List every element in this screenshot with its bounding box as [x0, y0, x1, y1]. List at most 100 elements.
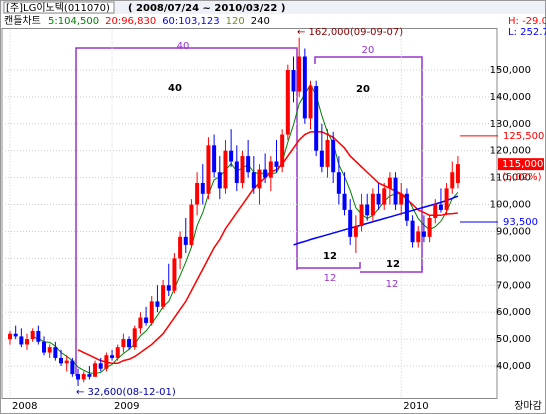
candle-body [365, 204, 370, 216]
candle-body [217, 172, 222, 189]
candle-body [319, 150, 324, 167]
bracket-20 [314, 56, 423, 270]
candle-body [212, 145, 217, 173]
candle-body [115, 347, 120, 358]
candle-body [240, 156, 245, 184]
candle-body [297, 56, 302, 92]
candle-body [30, 331, 35, 340]
candle-body [291, 69, 296, 92]
price-tag: 125,500 [503, 131, 544, 142]
annotation: 40 [177, 41, 190, 52]
candle-body [302, 56, 307, 119]
annotation: 12 [324, 273, 337, 284]
annotation: 20 [362, 45, 375, 56]
candle-body [127, 339, 132, 348]
candle-body [251, 172, 256, 189]
y-tick-label: 70,000 [496, 280, 531, 291]
stat-label: L: 252.76 [508, 27, 546, 38]
candle-body [132, 328, 137, 348]
candle-body [93, 363, 98, 377]
candle-body [87, 374, 92, 377]
stat-label: H: -29.01 [508, 16, 546, 27]
title-box [3, 1, 115, 14]
candle-body [359, 204, 364, 227]
candle-body [200, 183, 205, 194]
annotation: 20 [356, 84, 370, 95]
candle-body [382, 188, 387, 205]
candle-body [280, 134, 285, 167]
bracket-40 [75, 47, 298, 376]
candle-body [370, 193, 375, 216]
candle-body [342, 193, 347, 210]
candle-body [70, 360, 75, 375]
candle-body [433, 204, 438, 218]
legend-entry: 60:103,123 [162, 16, 219, 27]
candle-body [76, 374, 81, 380]
y-tick-label: 110,000 [490, 173, 531, 184]
legend-entry: 5:104,500 [48, 16, 99, 27]
candle-body [331, 139, 336, 173]
annotation: ← 32,600(08-12-01) [76, 387, 176, 398]
candle-body [59, 357, 64, 364]
candle-body [393, 177, 398, 205]
candle-body [53, 347, 58, 358]
candle-body [138, 317, 143, 329]
candle-body [98, 363, 103, 369]
candle-body [144, 317, 149, 323]
legend-entry: 120 [226, 16, 245, 27]
candle-body [8, 333, 12, 340]
candle-body [455, 164, 460, 184]
candle-body [104, 355, 109, 369]
candle-body [149, 301, 154, 323]
y-tick-label: 80,000 [496, 253, 531, 264]
annotation: ← 162,000(09-09-07) [297, 27, 403, 38]
candle-body [268, 161, 273, 178]
candle-body [387, 177, 392, 189]
moving-average-line [32, 83, 459, 375]
candle-body [206, 145, 211, 194]
y-tick-label: 100,000 [490, 200, 531, 211]
moving-average-line [293, 195, 459, 246]
x-tick-label: 2008 [12, 401, 37, 412]
candle-body [81, 374, 86, 380]
legend-entry: 240 [251, 16, 270, 27]
annotation: 12 [386, 259, 400, 270]
annotation: 12 [323, 251, 337, 262]
y-tick-label: 40,000 [496, 361, 531, 372]
candle-body [172, 258, 177, 291]
legend-entry: 20:96,830 [105, 16, 156, 27]
candle-body [257, 169, 262, 189]
annotation: 12 [386, 279, 399, 290]
y-tick-label: 90,000 [496, 226, 531, 237]
candle-body [42, 341, 47, 353]
x-tick-label: 2009 [114, 401, 139, 412]
candle-body [229, 150, 234, 162]
candle-body [246, 156, 251, 173]
candle-body [325, 139, 330, 167]
candle-body [155, 301, 160, 307]
plot-frame [1, 28, 498, 399]
candle-body [234, 161, 239, 184]
candle-body [421, 231, 426, 237]
price-tag: 93,500 [503, 217, 538, 228]
candle-body [274, 161, 279, 167]
candle-body [121, 339, 126, 348]
candle-body [444, 188, 449, 210]
candle-body [450, 172, 455, 189]
candle-body [438, 204, 443, 210]
x-tick-label: 2010 [403, 401, 428, 412]
candle-body [348, 209, 353, 237]
candle-body [36, 331, 41, 342]
candle-body [263, 169, 268, 178]
candle-body [178, 236, 183, 259]
candle-body [376, 193, 381, 205]
price-tag-box [498, 158, 544, 171]
candle-body [410, 220, 415, 243]
y-tick-label: 120,000 [490, 146, 531, 157]
y-tick-label: 50,000 [496, 334, 531, 345]
candle-body [110, 355, 115, 358]
candle-body [404, 193, 409, 221]
price-tag: 115,000 [502, 159, 543, 170]
candle-body [416, 231, 421, 243]
